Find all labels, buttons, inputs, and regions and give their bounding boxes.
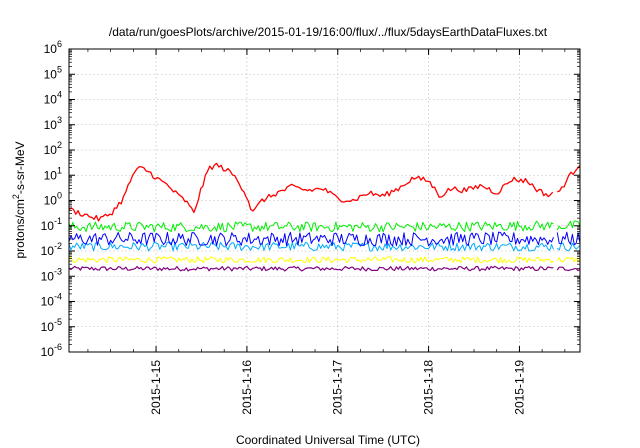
y-tick-label-base: 10	[44, 168, 58, 182]
y-tick-label-exponent: 6	[57, 39, 62, 49]
y-tick-label-exponent: -4	[54, 292, 62, 302]
y-tick-label-exponent: -2	[54, 241, 62, 251]
y-tick-label-exponent: 1	[57, 165, 62, 175]
y-tick-label-base: 10	[44, 42, 58, 56]
y-tick-label: 104	[44, 90, 62, 107]
x-axis-label: Coordinated Universal Time (UTC)	[236, 433, 420, 447]
y-tick-label-base: 10	[44, 67, 58, 81]
y-tick-label-base: 10	[41, 244, 55, 258]
y-tick-label: 100	[44, 191, 62, 208]
y-tick-label-exponent: 5	[57, 64, 62, 74]
y-tick-label: 103	[44, 115, 62, 132]
series-line-2	[68, 231, 581, 247]
y-tick-label-base: 10	[41, 345, 55, 359]
y-tick-label-exponent: -3	[54, 266, 62, 276]
y-tick-label: 10-1	[41, 216, 62, 233]
y-tick-label-exponent: 0	[57, 191, 62, 201]
y-axis-label-prefix: protons/cm	[13, 199, 27, 258]
series-line-0	[68, 162, 581, 222]
y-tick-label-base: 10	[41, 295, 55, 309]
y-tick-label: 106	[44, 39, 62, 56]
x-tick-label: 2015-1-19	[512, 360, 526, 415]
y-axis-label: protons/cm2-s-sr-MeV	[11, 141, 27, 258]
chart-title: /data/run/goesPlots/archive/2015-01-19/1…	[109, 25, 548, 39]
y-tick-label-exponent: 3	[57, 115, 62, 125]
series-line-1	[68, 220, 581, 233]
y-tick-label-base: 10	[41, 269, 55, 283]
y-tick-label-exponent: -6	[54, 342, 62, 352]
y-tick-label-exponent: -1	[54, 216, 62, 226]
y-tick-label-base: 10	[44, 143, 58, 157]
series-group	[68, 162, 581, 272]
x-tick-label: 2015-1-18	[422, 360, 436, 415]
y-axis-label-superscript: 2	[11, 194, 21, 199]
y-tick-label: 10-3	[41, 266, 62, 283]
y-tick-label-base: 10	[41, 320, 55, 334]
y-tick-label: 10-4	[41, 292, 62, 309]
x-tick-label: 2015-1-15	[149, 360, 163, 415]
y-tick-label: 10-5	[41, 317, 62, 334]
series-line-4	[68, 256, 581, 264]
y-tick-label-base: 10	[44, 118, 58, 132]
y-tick-label-base: 10	[44, 93, 58, 107]
y-tick-label-exponent: -5	[54, 317, 62, 327]
y-tick-label-base: 10	[41, 219, 55, 233]
y-tick-label: 102	[44, 140, 62, 157]
series-line-5	[68, 265, 581, 272]
x-tick-label: 2015-1-16	[240, 360, 254, 415]
grid-lines	[69, 49, 580, 352]
y-tick-label-exponent: 2	[57, 140, 62, 150]
y-tick-label-exponent: 4	[57, 90, 62, 100]
y-tick-label: 10-2	[41, 241, 62, 258]
x-ticks: 2015-1-15 2015-1-16 2015-1-17 2015-1-18 2015…	[87, 49, 566, 415]
y-tick-label: 105	[44, 64, 62, 81]
y-ticks: 10-610-510-410-310-210-11001011021031041…	[41, 39, 580, 359]
y-axis-label-suffix: -s-sr-MeV	[13, 141, 27, 194]
y-tick-label-base: 10	[44, 194, 58, 208]
x-tick-label: 2015-1-17	[331, 360, 345, 415]
y-tick-label: 101	[44, 165, 62, 182]
y-tick-label: 10-6	[41, 342, 62, 359]
